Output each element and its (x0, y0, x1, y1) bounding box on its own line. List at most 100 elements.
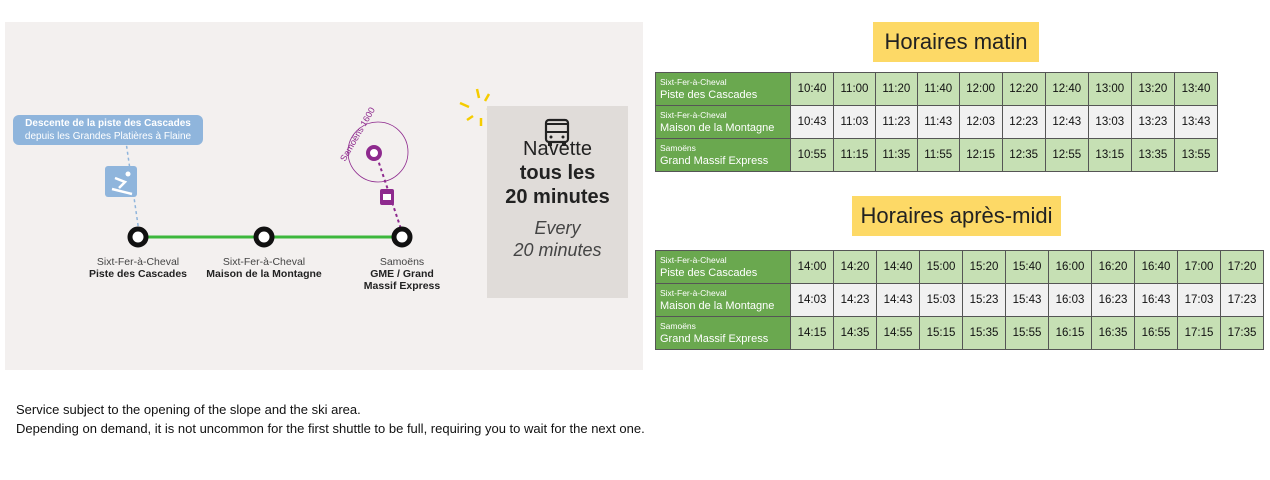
departure-time: 11:40 (916, 72, 960, 106)
table-row: Sixt-Fer-à-Cheval Maison de la Montagne 14… (655, 283, 1264, 317)
departure-time: 11:23 (874, 105, 918, 139)
stop-marker (253, 226, 275, 248)
departure-time: 16:15 (1048, 316, 1092, 350)
service-notes: Service subject to the opening of the sl… (16, 400, 645, 438)
stop-header: Sixt-Fer-à-Cheval Maison de la Montagne (655, 283, 791, 317)
stop-label: Sixt-Fer-à-Cheval Piste des Cascades (88, 256, 188, 280)
stop-name: Maison de la Montagne (660, 122, 775, 134)
departure-time: 12:43 (1044, 105, 1089, 139)
departure-time: 11:15 (833, 138, 876, 172)
departure-time: 16:23 (1091, 283, 1135, 317)
departure-time: 13:55 (1173, 138, 1219, 172)
departure-time: 17:35 (1220, 316, 1264, 350)
stop-name: Piste des Cascades (660, 89, 758, 101)
note-line: Depending on demand, it is not uncommon … (16, 421, 645, 436)
stop-header: Sixt-Fer-à-Cheval Maison de la Montagne (655, 105, 791, 139)
callout-title: Descente de la piste des Cascades (25, 118, 191, 129)
departure-time: 14:43 (876, 283, 920, 317)
stop-town: Sixt-Fer-à-Cheval (660, 288, 727, 298)
stop-town: Sixt-Fer-à-Cheval (660, 77, 727, 87)
departure-time: 13:35 (1130, 138, 1175, 172)
gondola-icon (380, 189, 394, 205)
departure-time: 16:00 (1048, 250, 1092, 284)
departure-time: 15:35 (962, 316, 1006, 350)
departure-time: 14:15 (790, 316, 834, 350)
departure-time: 11:55 (916, 138, 960, 172)
stop-town: Sixt-Fer-à-Cheval (96, 256, 180, 268)
skier-icon (105, 166, 137, 197)
departure-time: 14:40 (876, 250, 920, 284)
samoens-1600-ring (347, 121, 409, 183)
departure-time: 16:03 (1048, 283, 1092, 317)
stop-marker (391, 226, 413, 248)
morning-timetable: Sixt-Fer-à-Cheval Piste des Cascades 10:40… (655, 72, 1219, 172)
departure-time: 15:43 (1005, 283, 1049, 317)
departure-time: 10:43 (789, 105, 835, 139)
departure-time: 12:35 (1001, 138, 1046, 172)
departure-time: 17:20 (1220, 250, 1264, 284)
departure-time: 14:35 (833, 316, 877, 350)
stop-header: Samoëns Grand Massif Express (655, 138, 791, 172)
stop-name: Piste des Cascades (88, 268, 188, 280)
stop-name: GME / Grand (370, 268, 434, 280)
table-row: Sixt-Fer-à-Cheval Piste des Cascades 14:00… (655, 250, 1264, 284)
departure-time: 13:15 (1087, 138, 1132, 172)
departure-time: 12:15 (958, 138, 1003, 172)
departure-time: 15:20 (962, 250, 1006, 284)
route-map: Samoëns 1600 Descente de la piste des Ca… (5, 22, 643, 370)
stop-label: Samoëns GME / Grand Massif Express (357, 256, 447, 292)
stop-name: Piste des Cascades (660, 267, 758, 279)
departure-time: 16:40 (1134, 250, 1178, 284)
departure-time: 13:00 (1087, 72, 1132, 106)
stop-town: Sixt-Fer-à-Cheval (660, 255, 727, 265)
departure-time: 13:20 (1130, 72, 1175, 106)
departure-time: 11:20 (874, 72, 918, 106)
table-row: Sixt-Fer-à-Cheval Maison de la Montagne 10… (655, 105, 1219, 139)
departure-time: 16:35 (1091, 316, 1135, 350)
departure-time: 14:03 (790, 283, 834, 317)
departure-time: 17:03 (1177, 283, 1221, 317)
departure-time: 13:03 (1087, 105, 1132, 139)
stop-name: Grand Massif Express (660, 333, 769, 345)
departure-time: 12:55 (1044, 138, 1089, 172)
departure-time: 17:00 (1177, 250, 1221, 284)
departure-time: 10:40 (789, 72, 835, 106)
shuttle-frequency-box: Navette tous les 20 minutes Every 20 min… (487, 106, 628, 298)
departure-time: 11:43 (916, 105, 960, 139)
departure-time: 16:43 (1134, 283, 1178, 317)
departure-time: 15:00 (919, 250, 963, 284)
stop-town: Sixt-Fer-à-Cheval (222, 256, 306, 268)
stop-marker (127, 226, 149, 248)
departure-time: 15:55 (1005, 316, 1049, 350)
departure-time: 11:00 (833, 72, 876, 106)
stop-label: Sixt-Fer-à-Cheval Maison de la Montagne (204, 256, 324, 280)
stop-town: Samoëns (660, 321, 696, 331)
note-line: Service subject to the opening of the sl… (16, 402, 361, 417)
departure-time: 13:43 (1173, 105, 1219, 139)
stop-town: Samoëns (660, 143, 696, 153)
departure-time: 15:40 (1005, 250, 1049, 284)
departure-time: 17:15 (1177, 316, 1221, 350)
samoens-1600-stop (366, 145, 382, 161)
afternoon-timetable: Sixt-Fer-à-Cheval Piste des Cascades 14:00… (655, 250, 1264, 350)
stop-name: Massif Express (363, 280, 441, 292)
table-row: Samoëns Grand Massif Express 14:15 14:35 14:… (655, 316, 1264, 350)
departure-time: 12:00 (958, 72, 1003, 106)
navette-label: Navette (523, 138, 592, 160)
departure-time: 10:55 (789, 138, 835, 172)
piste-callout: Descente de la piste des Cascades depuis … (13, 115, 203, 145)
departure-time: 15:03 (919, 283, 963, 317)
stop-town: Samoëns (379, 256, 425, 268)
stop-header: Sixt-Fer-à-Cheval Piste des Cascades (655, 72, 791, 106)
departure-time: 12:20 (1001, 72, 1046, 106)
morning-title: Horaires matin (873, 22, 1039, 62)
departure-time: 15:15 (919, 316, 963, 350)
departure-time: 13:23 (1130, 105, 1175, 139)
departure-time: 14:23 (833, 283, 877, 317)
departure-time: 11:35 (874, 138, 918, 172)
departure-time: 14:55 (876, 316, 920, 350)
stop-town: Sixt-Fer-à-Cheval (660, 110, 727, 120)
departure-time: 16:20 (1091, 250, 1135, 284)
stop-name: Maison de la Montagne (206, 268, 322, 280)
stop-name: Grand Massif Express (660, 155, 769, 167)
